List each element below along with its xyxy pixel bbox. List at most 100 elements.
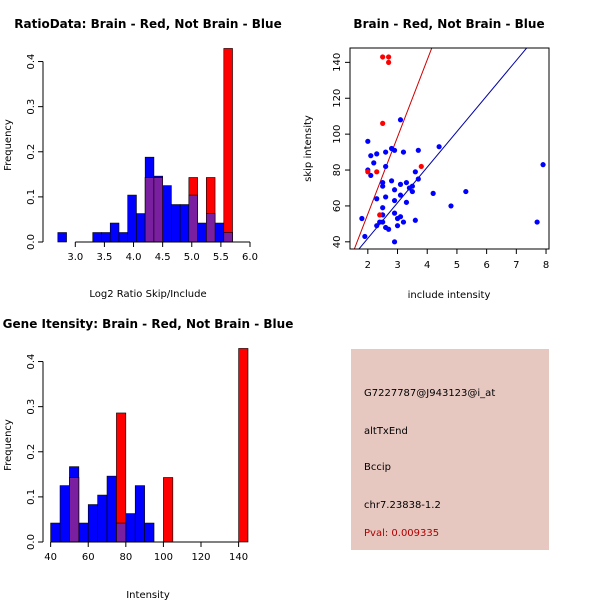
x-axis: 3.0 3.5 4.0 4.5 5.0 5.5 6.0 bbox=[67, 241, 258, 263]
point-not-brain bbox=[368, 153, 374, 159]
point-not-brain bbox=[412, 217, 418, 223]
y-tick-label: 0.2 bbox=[26, 144, 37, 160]
bar-overlap bbox=[206, 213, 216, 243]
probe-id: G7227787@J943123@i_at bbox=[364, 388, 495, 399]
point-brain bbox=[377, 212, 383, 218]
plot-frame bbox=[349, 47, 550, 250]
point-not-brain bbox=[403, 179, 410, 186]
y-axis: 0.0 0.1 0.2 0.3 0.4 bbox=[26, 354, 44, 550]
bar-brain bbox=[223, 48, 233, 243]
bar-not-brain bbox=[78, 522, 89, 543]
y-tick-label: 60 bbox=[332, 200, 343, 213]
bar-overlap bbox=[188, 194, 198, 243]
point-not-brain bbox=[391, 239, 398, 245]
y-tick-label: 80 bbox=[332, 164, 343, 177]
x-tick-label: 5 bbox=[454, 260, 460, 271]
bar-overlap bbox=[144, 177, 155, 243]
info-panel-background bbox=[351, 349, 549, 550]
point-not-brain bbox=[359, 215, 365, 222]
point-not-brain bbox=[403, 199, 410, 205]
gene-intensity-histogram: Gene Itensity: Brain - Red, Not Brain - … bbox=[3, 317, 294, 600]
point-brain bbox=[386, 54, 392, 60]
point-brain bbox=[380, 54, 386, 60]
bar-brain bbox=[238, 348, 249, 543]
plot-area bbox=[353, 48, 546, 249]
point-not-brain bbox=[362, 233, 368, 240]
x-axis-label: include intensity bbox=[408, 290, 491, 301]
bar-not-brain bbox=[101, 232, 111, 243]
bar-not-brain bbox=[179, 204, 190, 243]
x-tick-label: 4.5 bbox=[155, 252, 171, 263]
y-axis-label: Frequency bbox=[3, 119, 14, 171]
bar-not-brain bbox=[214, 222, 225, 243]
x-tick-label: 40 bbox=[44, 552, 57, 563]
x-axis-label: Intensity bbox=[126, 590, 170, 600]
bar-not-brain bbox=[109, 222, 120, 243]
x-tick-label: 60 bbox=[82, 552, 95, 563]
intensity-scatter-plot: Brain - Red, Not Brain - Blue 2 3 4 5 6 7 8 40 60… bbox=[303, 17, 550, 301]
x-tick-label: 140 bbox=[229, 552, 248, 563]
bar-not-brain bbox=[50, 522, 61, 543]
point-not-brain bbox=[365, 138, 371, 144]
point-not-brain bbox=[374, 196, 380, 202]
bar-overlap bbox=[116, 522, 127, 543]
y-axis: 40 60 80 100 120 140 bbox=[332, 53, 350, 248]
point-brain bbox=[386, 59, 392, 65]
point-not-brain bbox=[374, 223, 380, 229]
p-value: Pval: 0.009335 bbox=[364, 528, 439, 539]
x-tick-label: 6.0 bbox=[242, 252, 258, 263]
y-tick-label: 0.1 bbox=[26, 489, 37, 505]
y-tick-label: 0.4 bbox=[26, 54, 37, 70]
bar-overlap bbox=[153, 177, 163, 243]
point-not-brain bbox=[374, 151, 380, 157]
point-not-brain bbox=[409, 183, 415, 189]
point-not-brain bbox=[397, 192, 404, 198]
point-not-brain bbox=[371, 160, 377, 166]
y-axis-label: skip intensity bbox=[303, 115, 314, 182]
point-not-brain bbox=[397, 117, 404, 123]
bar-not-brain bbox=[134, 485, 145, 543]
point-not-brain bbox=[448, 203, 454, 209]
point-not-brain bbox=[394, 223, 401, 229]
point-not-brain bbox=[391, 147, 398, 153]
point-not-brain bbox=[388, 178, 395, 184]
y-tick-label: 0.1 bbox=[26, 189, 37, 205]
y-tick-label: 0.2 bbox=[26, 444, 37, 460]
x-tick-label: 3.5 bbox=[96, 252, 112, 263]
point-not-brain bbox=[386, 226, 392, 232]
point-not-brain bbox=[415, 176, 421, 182]
x-tick-label: 100 bbox=[154, 552, 173, 563]
x-tick-label: 80 bbox=[119, 552, 132, 563]
point-not-brain bbox=[383, 149, 389, 155]
point-not-brain bbox=[415, 147, 421, 153]
bar-brain bbox=[163, 477, 174, 543]
point-not-brain bbox=[540, 162, 546, 168]
point-not-brain bbox=[412, 169, 418, 175]
y-tick-label: 0.4 bbox=[26, 354, 37, 370]
chart-title: Brain - Red, Not Brain - Blue bbox=[353, 17, 544, 31]
bar-overlap bbox=[69, 477, 80, 543]
bar-brain bbox=[116, 412, 127, 543]
point-not-brain bbox=[391, 187, 398, 193]
chart-title: RatioData: Brain - Red, Not Brain - Blue bbox=[14, 17, 281, 31]
bar-not-brain bbox=[125, 513, 136, 543]
point-not-brain bbox=[534, 219, 540, 225]
bar-not-brain bbox=[92, 232, 102, 243]
gene-symbol: Bccip bbox=[364, 462, 391, 473]
point-not-brain bbox=[380, 205, 386, 211]
bar-not-brain bbox=[59, 485, 70, 543]
point-not-brain bbox=[400, 149, 407, 155]
x-tick-label: 3 bbox=[394, 260, 400, 271]
chart-title: Gene Itensity: Brain - Red, Not Brain - … bbox=[3, 317, 294, 331]
x-tick-label: 120 bbox=[191, 552, 210, 563]
point-brain bbox=[418, 163, 424, 170]
bar-not-brain bbox=[87, 504, 98, 543]
x-tick-label: 2 bbox=[365, 260, 371, 271]
point-not-brain bbox=[400, 219, 407, 225]
genomic-location: chr7.23838-1.2 bbox=[364, 500, 441, 511]
point-not-brain bbox=[380, 179, 386, 186]
bar-not-brain bbox=[171, 204, 181, 243]
bar-not-brain bbox=[127, 194, 137, 243]
x-tick-label: 5.5 bbox=[213, 252, 229, 263]
